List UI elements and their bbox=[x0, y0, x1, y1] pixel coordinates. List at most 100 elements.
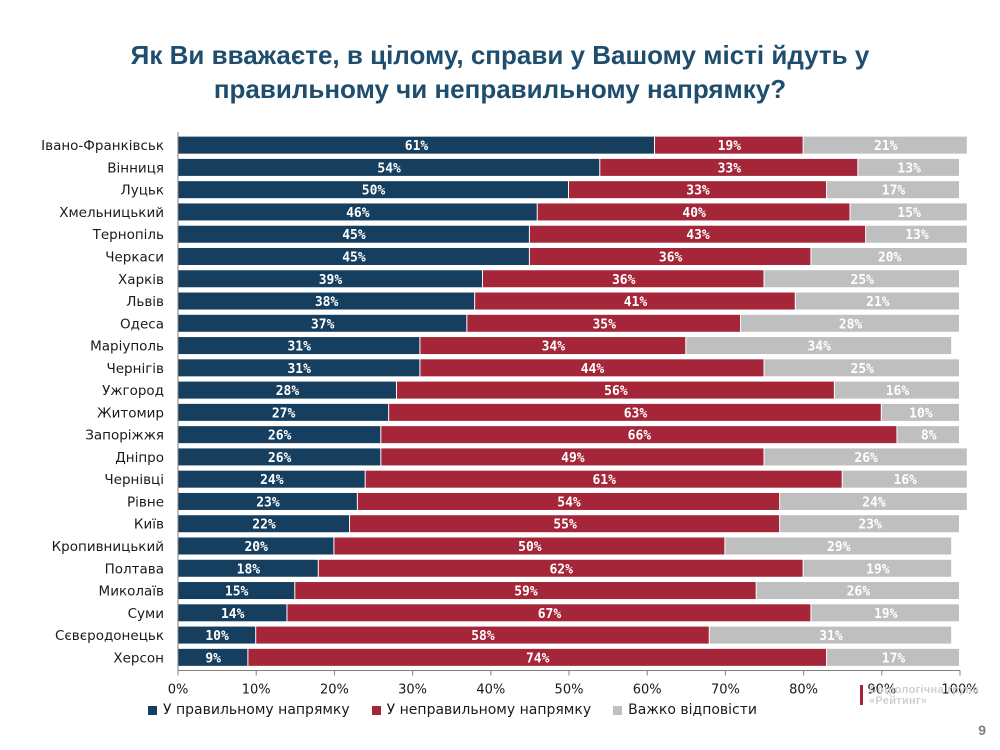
legend: У правильному напрямку У неправильному н… bbox=[148, 702, 779, 718]
bar-segment bbox=[834, 381, 959, 399]
bar-segment bbox=[365, 470, 842, 488]
bar-segment bbox=[318, 559, 803, 577]
bar-segment bbox=[803, 136, 967, 154]
data-label: 25% bbox=[851, 362, 875, 377]
data-label: 61% bbox=[592, 473, 616, 488]
category-label: Миколаїв bbox=[99, 584, 164, 600]
bar-segment bbox=[686, 337, 952, 355]
data-label: 45% bbox=[342, 228, 366, 243]
category-label: Київ bbox=[134, 517, 164, 533]
category-label: Полтава bbox=[105, 561, 164, 577]
legend-swatch-wrong bbox=[371, 705, 381, 715]
x-tick-label: 90% bbox=[867, 682, 896, 697]
bar-segment bbox=[381, 426, 897, 444]
category-label: Суми bbox=[128, 606, 164, 622]
bar-segment bbox=[350, 515, 780, 533]
bar-segment bbox=[178, 203, 537, 221]
data-label: 26% bbox=[854, 451, 878, 466]
data-label: 46% bbox=[346, 206, 370, 221]
data-label: 58% bbox=[471, 629, 495, 644]
legend-item-hard: Важко відповісти bbox=[613, 702, 757, 718]
bar-segment bbox=[287, 604, 811, 622]
data-label: 66% bbox=[628, 429, 652, 444]
bar-segment bbox=[178, 537, 334, 555]
bar-segment bbox=[256, 626, 709, 644]
data-label: 55% bbox=[553, 518, 577, 533]
bar-segment bbox=[178, 181, 568, 199]
bar-segment bbox=[178, 337, 420, 355]
data-label: 36% bbox=[659, 250, 683, 265]
x-tick-label: 30% bbox=[398, 682, 427, 697]
bar-segment bbox=[803, 559, 952, 577]
bar-segment bbox=[178, 559, 318, 577]
category-label: Чернігів bbox=[106, 361, 164, 377]
bar-segment bbox=[178, 448, 381, 466]
category-label: Житомир bbox=[97, 405, 164, 421]
data-label: 20% bbox=[878, 250, 902, 265]
category-label: Одеса bbox=[120, 316, 164, 332]
page-number: 9 bbox=[978, 722, 986, 738]
category-label: Ужгород bbox=[102, 383, 164, 399]
data-label: 19% bbox=[866, 562, 890, 577]
stacked-bar-chart: Івано-Франківськ 61% 19% 21% Вінниця 54% 33% 13… bbox=[41, 132, 979, 697]
bar-segment bbox=[764, 359, 959, 377]
legend-label-hard: Важко відповісти bbox=[628, 702, 758, 718]
bar-segment bbox=[482, 270, 764, 288]
bar-segment bbox=[178, 492, 357, 510]
bar-segment bbox=[780, 492, 967, 510]
bar-segment bbox=[178, 225, 529, 243]
data-label: 54% bbox=[377, 161, 401, 176]
legend-label-correct: У правильному напрямку bbox=[163, 702, 350, 718]
logo-text-line-2: «Рейтинг» bbox=[869, 695, 928, 707]
bar-segment bbox=[529, 247, 811, 265]
category-label: Запоріжжя bbox=[85, 428, 164, 444]
legend-item-correct: У правильному напрямку bbox=[148, 702, 350, 718]
data-label: 21% bbox=[874, 139, 898, 154]
bar-segment bbox=[178, 270, 482, 288]
bar-segment bbox=[178, 470, 365, 488]
data-label: 38% bbox=[315, 295, 339, 310]
data-label: 24% bbox=[862, 495, 886, 510]
x-tick-label: 20% bbox=[320, 682, 349, 697]
data-label: 16% bbox=[894, 473, 918, 488]
data-label: 13% bbox=[897, 161, 921, 176]
category-label: Рівне bbox=[127, 494, 164, 510]
data-label: 10% bbox=[909, 406, 933, 421]
data-label: 54% bbox=[557, 495, 581, 510]
data-label: 18% bbox=[237, 562, 261, 577]
bar-segment bbox=[881, 403, 959, 421]
bar-segment bbox=[178, 292, 475, 310]
data-label: 41% bbox=[624, 295, 648, 310]
category-label: Хмельницький bbox=[59, 205, 164, 221]
bar-segment bbox=[827, 181, 959, 199]
category-label: Чернівці bbox=[104, 472, 164, 488]
x-tick-label: 40% bbox=[476, 682, 505, 697]
logo-accent-bar bbox=[860, 685, 863, 705]
data-label: 62% bbox=[549, 562, 573, 577]
data-label: 67% bbox=[538, 607, 562, 622]
category-label: Херсон bbox=[113, 650, 164, 666]
data-label: 33% bbox=[718, 161, 742, 176]
data-label: 63% bbox=[624, 406, 648, 421]
chart-title: Як Ви вважаєте, в цілому, справи у Вашом… bbox=[0, 38, 1000, 106]
data-label: 16% bbox=[886, 384, 910, 399]
legend-label-wrong: У неправильному напрямку bbox=[386, 702, 592, 718]
data-label: 49% bbox=[561, 451, 585, 466]
bar-segment bbox=[858, 158, 959, 176]
title-line-2: правильному чи неправильному напрямку? bbox=[213, 74, 787, 104]
bar-segment bbox=[178, 515, 350, 533]
data-label: 19% bbox=[718, 139, 742, 154]
bar-segment bbox=[725, 537, 952, 555]
data-label: 17% bbox=[882, 651, 906, 666]
data-label: 14% bbox=[221, 607, 245, 622]
data-label: 31% bbox=[287, 362, 311, 377]
bar-segment bbox=[764, 448, 967, 466]
bar-segment bbox=[569, 181, 827, 199]
bar-segment bbox=[850, 203, 967, 221]
bar-segment bbox=[178, 426, 381, 444]
data-label: 50% bbox=[362, 184, 386, 199]
bar-segment bbox=[334, 537, 725, 555]
data-label: 23% bbox=[256, 495, 280, 510]
bar-segment bbox=[467, 314, 741, 332]
bar-segment bbox=[178, 247, 529, 265]
